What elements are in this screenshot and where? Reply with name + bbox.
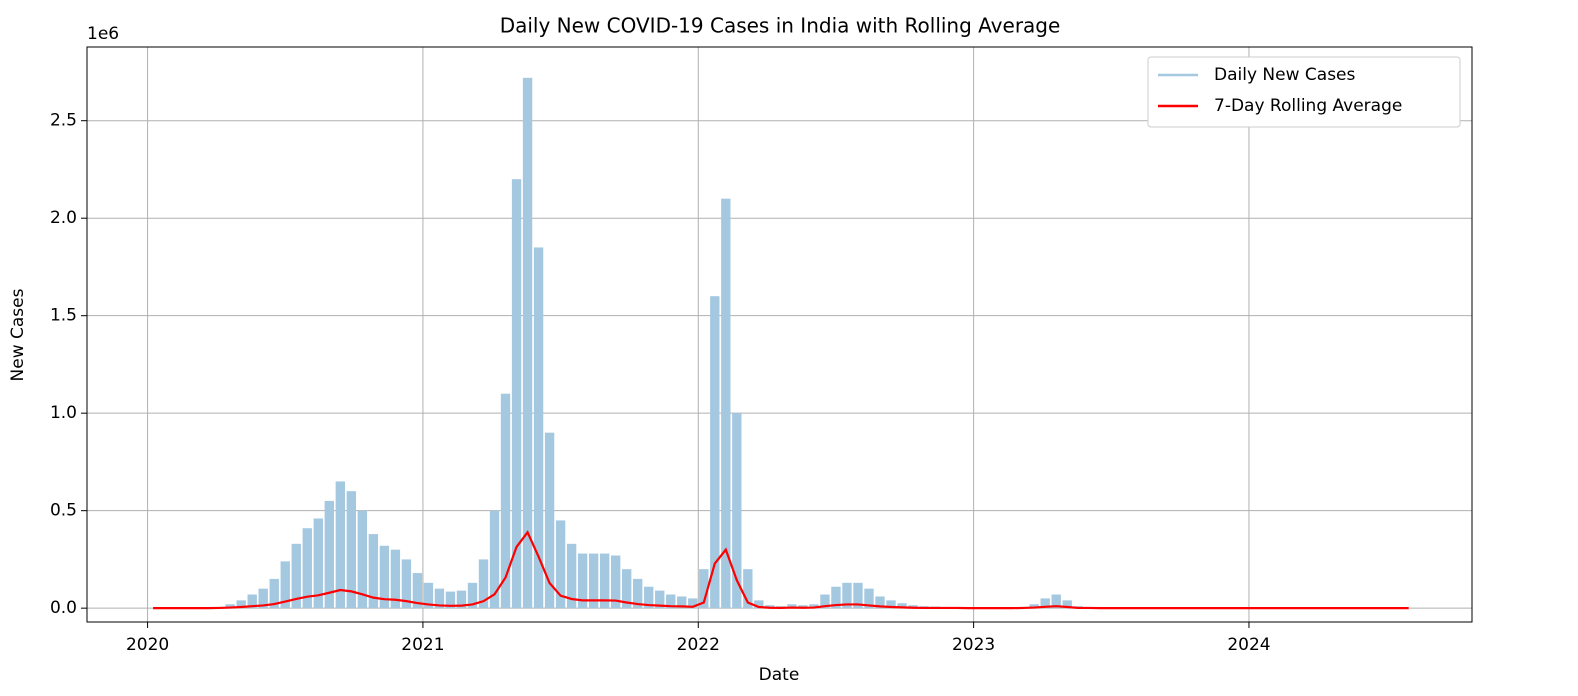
legend-label: 7-Day Rolling Average	[1214, 96, 1402, 116]
bar	[831, 586, 841, 609]
bar	[412, 573, 423, 609]
bar	[688, 598, 698, 609]
bar	[324, 500, 334, 609]
y-tick-label: 1.5	[50, 306, 77, 326]
bar	[291, 543, 301, 609]
y-offset-label: 1e6	[87, 24, 119, 44]
y-tick-label: 0.0	[50, 598, 77, 618]
bar	[853, 582, 863, 609]
bar	[236, 600, 246, 609]
bar	[842, 582, 852, 609]
bar	[897, 603, 907, 609]
y-tick-label: 2.5	[50, 111, 77, 131]
bar	[280, 561, 290, 609]
legend: Daily New Cases 7-Day Rolling Average	[1147, 56, 1461, 128]
y-tick-label: 0.5	[50, 501, 77, 521]
bar	[699, 569, 709, 609]
bar	[522, 77, 533, 609]
x-tick-label: 2022	[677, 635, 720, 655]
bar	[544, 432, 555, 609]
bar	[886, 600, 896, 609]
bar	[633, 578, 643, 609]
bar	[247, 594, 257, 609]
bar	[390, 549, 401, 609]
y-tick-label: 1.0	[50, 403, 77, 423]
bar	[710, 296, 720, 609]
x-tick-label: 2020	[126, 635, 169, 655]
bar	[754, 600, 764, 609]
legend-box	[1147, 56, 1461, 128]
bar	[555, 520, 566, 609]
x-tick-label: 2021	[401, 635, 444, 655]
bar	[644, 586, 654, 609]
bar	[445, 591, 456, 609]
x-axis-label: Date	[759, 665, 800, 685]
bar	[225, 604, 235, 609]
bar	[401, 559, 412, 609]
bar	[743, 569, 753, 609]
bar	[599, 553, 610, 609]
bar	[302, 528, 312, 609]
bar	[489, 510, 500, 609]
bar	[677, 596, 687, 609]
bar	[864, 588, 874, 609]
legend-label: Daily New Cases	[1214, 65, 1356, 85]
chart-title: Daily New COVID-19 Cases in India with R…	[500, 14, 1061, 38]
bar	[313, 518, 323, 609]
y-axis-label: New Cases	[8, 288, 28, 381]
bar	[269, 578, 279, 609]
bar	[787, 604, 797, 609]
bar	[655, 590, 665, 609]
line	[153, 530, 1409, 610]
bar	[666, 594, 676, 609]
bar	[511, 179, 522, 609]
bar	[368, 534, 379, 609]
bar	[434, 588, 445, 609]
bar	[335, 481, 346, 609]
bar	[533, 247, 544, 609]
bar	[875, 596, 885, 609]
bar	[357, 510, 368, 609]
bar	[423, 582, 434, 609]
bar	[1062, 600, 1072, 609]
bar	[478, 559, 489, 609]
bar	[1051, 594, 1061, 609]
bar	[258, 588, 268, 609]
bar	[500, 393, 511, 609]
bar	[820, 594, 830, 609]
bar	[809, 604, 819, 609]
bar	[610, 555, 621, 609]
bar	[456, 590, 467, 609]
bar	[346, 491, 357, 609]
bar	[577, 553, 588, 609]
x-tick-label: 2023	[952, 635, 995, 655]
y-tick-label: 2.0	[50, 208, 77, 228]
bar	[379, 545, 390, 609]
bar	[721, 198, 731, 609]
plot-frame	[86, 46, 1473, 623]
bar	[1029, 604, 1039, 609]
bar	[467, 582, 478, 609]
bar	[1040, 598, 1050, 609]
bar	[732, 413, 742, 609]
bar	[622, 569, 632, 609]
bar	[566, 543, 577, 609]
x-tick-label: 2024	[1227, 635, 1270, 655]
bar	[588, 553, 599, 609]
